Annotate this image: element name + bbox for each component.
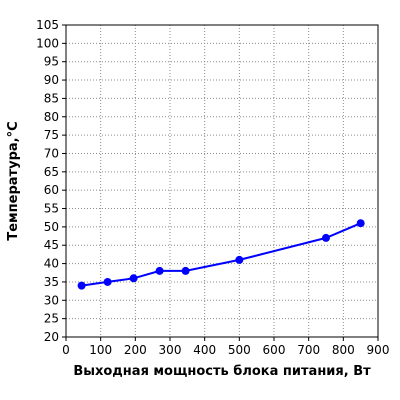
data-point [129,274,138,283]
data-point [155,266,164,275]
data-point [235,255,244,264]
x-tick-label: 800 [332,343,355,357]
y-tick-label: 100 [36,36,59,50]
series-layer [77,219,365,290]
y-tick-label: 65 [44,165,59,179]
y-tick-label: 45 [44,238,59,252]
x-tick-label: 400 [193,343,216,357]
y-tick-label: 80 [44,110,59,124]
y-tick-label: 40 [44,257,59,271]
y-tick-label: 30 [44,293,59,307]
data-point [103,277,112,286]
y-tick-label: 95 [44,55,59,69]
data-point [77,281,86,290]
x-axis-title: Выходная мощность блока питания, Вт [73,364,371,379]
y-tick-label: 35 [44,275,59,289]
y-tick-label: 55 [44,202,59,216]
x-tick-label: 900 [367,343,390,357]
x-tick-label: 500 [228,343,251,357]
data-point [356,219,365,228]
y-tick-label: 85 [44,91,59,105]
y-tick-label: 70 [44,146,59,160]
x-tick-label: 600 [263,343,286,357]
y-axis-title: Температура,°C [6,121,21,240]
data-point [322,233,330,242]
x-tick-label: 200 [124,343,147,357]
y-tick-label: 25 [44,312,59,326]
grid [66,25,378,337]
y-tick-label: 90 [44,73,59,87]
y-tick-label: 60 [44,183,59,197]
y-tick-label: 75 [44,128,59,142]
x-tick-label: 100 [89,343,112,357]
x-axis-ticks: 0 100 200 300 400 500 600 700 800 900 [62,337,389,357]
series-line [81,222,362,287]
x-tick-label: 300 [159,343,182,357]
x-tick-label: 0 [62,343,70,357]
y-tick-label: 50 [44,220,59,234]
y-tick-label: 105 [36,18,59,32]
x-tick-label: 700 [297,343,320,357]
plot-frame [65,24,379,338]
data-point [181,266,190,275]
y-axis-ticks: 20 25 30 35 40 45 50 55 60 65 70 75 80 85 90 95 100 105 [36,18,66,344]
y-tick-label: 20 [44,330,59,344]
